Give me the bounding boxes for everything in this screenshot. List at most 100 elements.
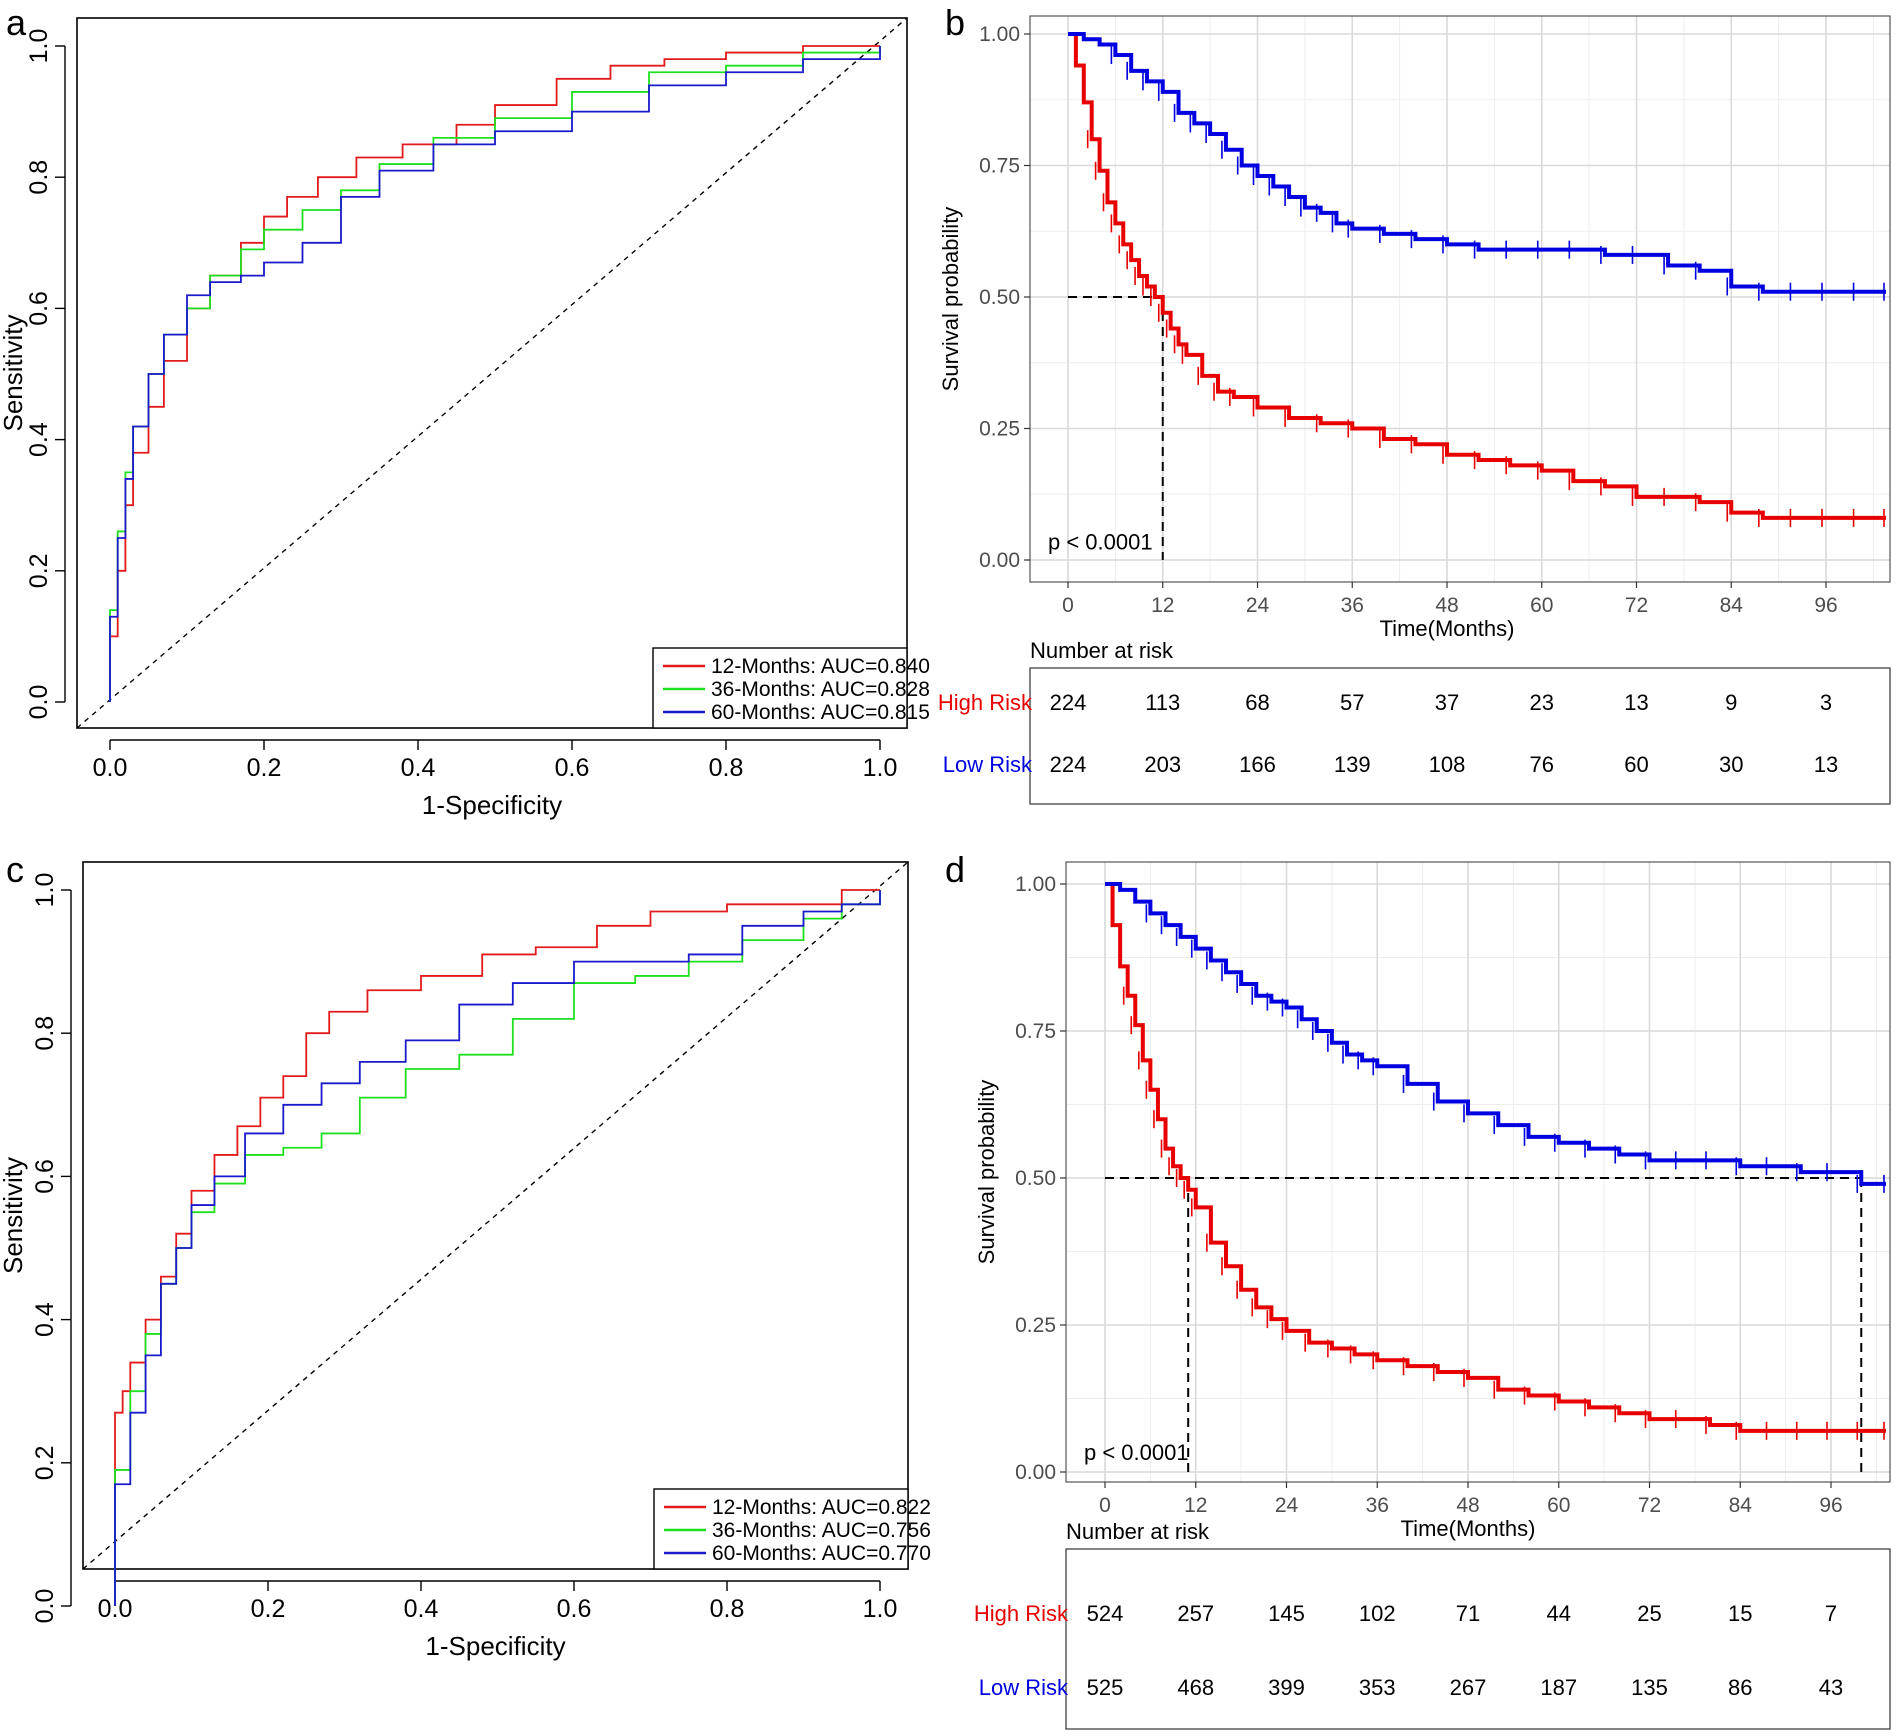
roc-curve-60m xyxy=(114,890,881,1606)
panel-letter-c: c xyxy=(6,849,24,890)
y-tick-label: 0.00 xyxy=(979,549,1020,572)
y-tick-label: 0.25 xyxy=(1015,1314,1056,1337)
y-axis-title: Sensitivity xyxy=(0,314,28,431)
risk-count: 9 xyxy=(1725,690,1737,715)
risk-count: 187 xyxy=(1540,1675,1577,1700)
y-tick-label: 0.75 xyxy=(979,155,1020,178)
risk-count: 353 xyxy=(1359,1675,1396,1700)
plot-frame xyxy=(76,17,908,729)
x-tick-label: 48 xyxy=(1435,594,1458,617)
x-tick-label: 12 xyxy=(1151,594,1174,617)
y-tick-label: 0.2 xyxy=(31,1445,59,1480)
x-tick-label: 0.2 xyxy=(251,1595,286,1623)
roc-panel-c: 0.0 0.2 0.4 0.6 0.8 1.00.00.20.40.60.81.01-Sp… xyxy=(0,861,931,1661)
risk-count: 468 xyxy=(1177,1675,1214,1700)
risk-count: 60 xyxy=(1624,752,1648,777)
risk-count: 76 xyxy=(1530,752,1554,777)
risk-count: 108 xyxy=(1429,752,1466,777)
risk-count: 43 xyxy=(1819,1675,1843,1700)
risk-row-label-high: High Risk xyxy=(938,690,1033,715)
km-panel-d: 0 12 24 36 48 60 72 84 96 0.00 0.25 0.50 0.75 1.00 Tim… xyxy=(974,861,1891,1730)
x-tick-label: 96 xyxy=(1819,1494,1842,1517)
risk-count: 23 xyxy=(1530,690,1554,715)
risk-count: 267 xyxy=(1450,1675,1487,1700)
risk-count: 68 xyxy=(1245,690,1269,715)
x-axis-title: 1-Specificity xyxy=(422,790,562,820)
risk-count: 203 xyxy=(1144,752,1181,777)
y-tick-label: 0.0 xyxy=(25,685,53,720)
risk-table-frame xyxy=(1065,1548,1891,1730)
km-curve-high-risk xyxy=(1068,32,1886,520)
risk-table-title: Number at risk xyxy=(1030,638,1174,663)
risk-count: 139 xyxy=(1334,752,1371,777)
risk-count: 37 xyxy=(1435,690,1459,715)
y-tick-label: 0.50 xyxy=(979,286,1020,309)
roc-curve-60m xyxy=(109,46,881,702)
y-tick-label: 1.00 xyxy=(1015,873,1056,896)
x-tick-label: 24 xyxy=(1246,594,1270,617)
y-tick-label: 0.25 xyxy=(979,418,1020,441)
legend-label: 12-Months: AUC=0.840 xyxy=(711,655,930,678)
x-tick-label: 48 xyxy=(1456,1494,1479,1517)
risk-count: 135 xyxy=(1631,1675,1668,1700)
x-tick-label: 36 xyxy=(1366,1494,1389,1517)
x-tick-label: 96 xyxy=(1814,594,1837,617)
x-tick-label: 0 xyxy=(1099,1494,1111,1517)
y-tick-label: 0.8 xyxy=(31,1016,59,1051)
legend-label: 60-Months: AUC=0.770 xyxy=(712,1542,931,1565)
y-tick-label: 1.0 xyxy=(25,29,53,64)
risk-count: 524 xyxy=(1087,1601,1124,1626)
risk-count: 399 xyxy=(1268,1675,1305,1700)
x-tick-label: 72 xyxy=(1625,594,1648,617)
y-axis-title: Sensitivity xyxy=(0,1157,28,1274)
panel-letter-b: b xyxy=(945,2,965,43)
risk-count: 86 xyxy=(1728,1675,1752,1700)
x-axis-title: Time(Months) xyxy=(1380,616,1515,641)
legend-box xyxy=(652,647,908,729)
x-tick-label: 72 xyxy=(1638,1494,1661,1517)
y-tick-label: 0.4 xyxy=(31,1302,59,1337)
x-tick-label: 0 xyxy=(1062,594,1074,617)
x-tick-label: 0.6 xyxy=(555,754,590,782)
risk-count: 15 xyxy=(1728,1601,1752,1626)
x-tick-label: 36 xyxy=(1341,594,1364,617)
x-tick-label: 1.0 xyxy=(863,754,898,782)
km-panel-b: 0 12 24 36 48 60 72 84 96 0.00 0.25 0.50 0.75 1.00 Tim… xyxy=(938,15,1891,805)
risk-count: 13 xyxy=(1624,690,1648,715)
x-tick-label: 60 xyxy=(1530,594,1553,617)
risk-count: 257 xyxy=(1177,1601,1214,1626)
roc-panel-a: 0.0 0.2 0.4 0.6 0.8 1.0 0.0 0.2 0.4 0.6 0.8 1.0 1-Sp… xyxy=(0,17,930,820)
reference-diagonal xyxy=(82,861,909,1570)
risk-count: 224 xyxy=(1050,690,1087,715)
risk-count: 102 xyxy=(1359,1601,1396,1626)
y-tick-label: 0.8 xyxy=(25,160,53,195)
km-curve-high-risk xyxy=(1105,882,1886,1433)
risk-count: 30 xyxy=(1719,752,1743,777)
y-tick-label: 0.75 xyxy=(1015,1020,1056,1043)
km-plot-border xyxy=(1065,861,1891,1483)
km-plot-area xyxy=(1029,15,1891,583)
risk-count: 25 xyxy=(1637,1601,1661,1626)
risk-row-label-low: Low Risk xyxy=(979,1675,1069,1700)
roc-curve-12m xyxy=(114,889,880,1606)
risk-count: 71 xyxy=(1456,1601,1480,1626)
y-tick-label: 1.0 xyxy=(31,873,59,908)
x-tick-label: 24 xyxy=(1275,1494,1299,1517)
x-tick-label: 0.0 xyxy=(93,754,128,782)
y-tick-label: 0.00 xyxy=(1015,1461,1056,1484)
km-curve-low-risk xyxy=(1105,882,1886,1186)
risk-table-frame xyxy=(1029,667,1891,805)
x-tick-label: 0.8 xyxy=(710,1595,745,1623)
legend-label: 36-Months: AUC=0.828 xyxy=(711,678,930,701)
risk-table-title: Number at risk xyxy=(1066,1519,1210,1544)
x-axis-title: 1-Specificity xyxy=(425,1631,565,1661)
y-tick-label: 0.6 xyxy=(25,291,53,326)
risk-row-label-low: Low Risk xyxy=(943,752,1033,777)
risk-count: 44 xyxy=(1547,1601,1571,1626)
reference-diagonal xyxy=(76,17,908,729)
y-axis-title: Survival probability xyxy=(938,207,963,392)
risk-count: 145 xyxy=(1268,1601,1305,1626)
risk-count: 525 xyxy=(1087,1675,1124,1700)
x-tick-label: 0.8 xyxy=(709,754,744,782)
